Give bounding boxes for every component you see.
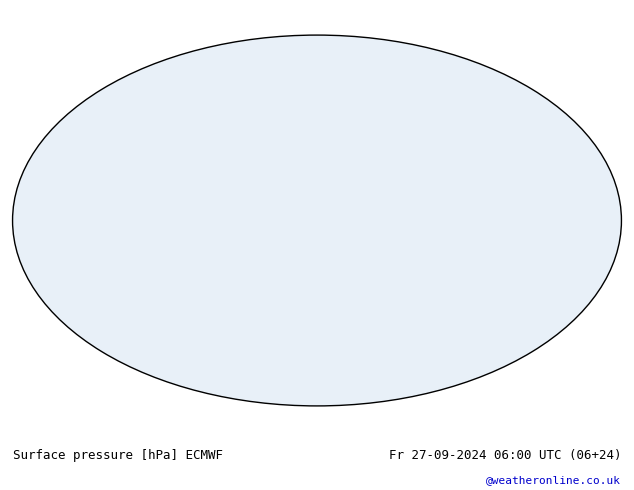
Text: @weatheronline.co.uk: @weatheronline.co.uk	[486, 475, 621, 485]
Text: Surface pressure [hPa] ECMWF: Surface pressure [hPa] ECMWF	[13, 449, 223, 462]
Text: Fr 27-09-2024 06:00 UTC (06+24): Fr 27-09-2024 06:00 UTC (06+24)	[389, 449, 621, 462]
Ellipse shape	[13, 35, 621, 406]
